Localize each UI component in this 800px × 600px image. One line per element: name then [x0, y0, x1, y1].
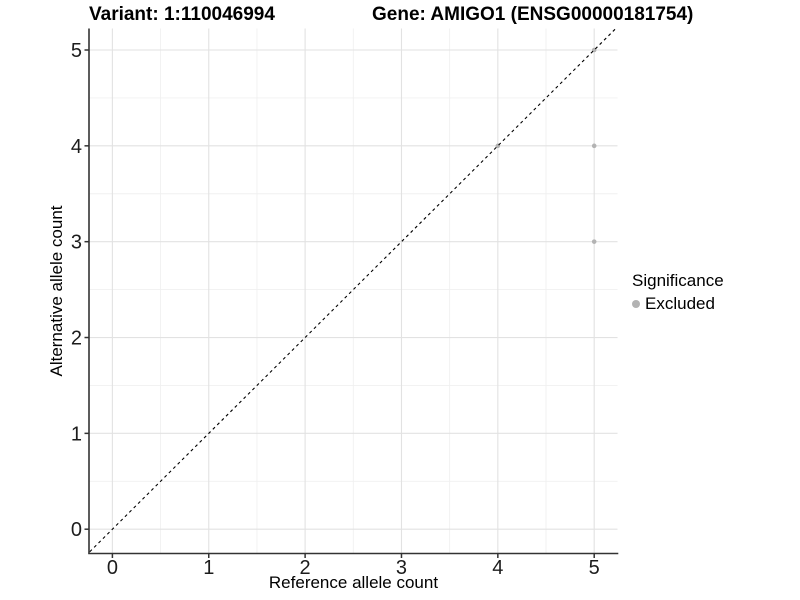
- y-tick-label: 2: [71, 328, 82, 350]
- legend-item-label: Excluded: [645, 294, 715, 313]
- data-point: [591, 239, 597, 244]
- legend-items: Excluded: [632, 294, 724, 313]
- y-tick-label: 5: [71, 40, 82, 62]
- variant-title: Variant: 1:110046994: [89, 4, 275, 25]
- x-tick-label: 5: [589, 557, 600, 579]
- x-tick-label: 3: [396, 557, 407, 579]
- legend-item: Excluded: [632, 294, 724, 313]
- x-tick-label: 4: [492, 557, 503, 579]
- y-tick-label: 3: [71, 232, 82, 254]
- identity-line: [89, 28, 617, 554]
- legend: Significance Excluded: [632, 271, 724, 313]
- x-axis-title: Reference allele count: [268, 573, 439, 592]
- y-tick-label: 1: [71, 423, 82, 445]
- x-tick-label: 0: [107, 557, 118, 579]
- x-tick-label: 2: [300, 557, 311, 579]
- data-point: [591, 143, 597, 149]
- legend-key-dot-icon: [632, 299, 640, 308]
- y-tick-label: 4: [71, 136, 82, 158]
- x-tick-label: 1: [203, 557, 214, 579]
- y-tick-label: 0: [71, 519, 82, 541]
- legend-title: Significance: [632, 271, 724, 290]
- gene-title: Gene: AMIGO1 (ENSG00000181754): [372, 4, 694, 25]
- y-axis-title: Alternative allele count: [47, 205, 66, 377]
